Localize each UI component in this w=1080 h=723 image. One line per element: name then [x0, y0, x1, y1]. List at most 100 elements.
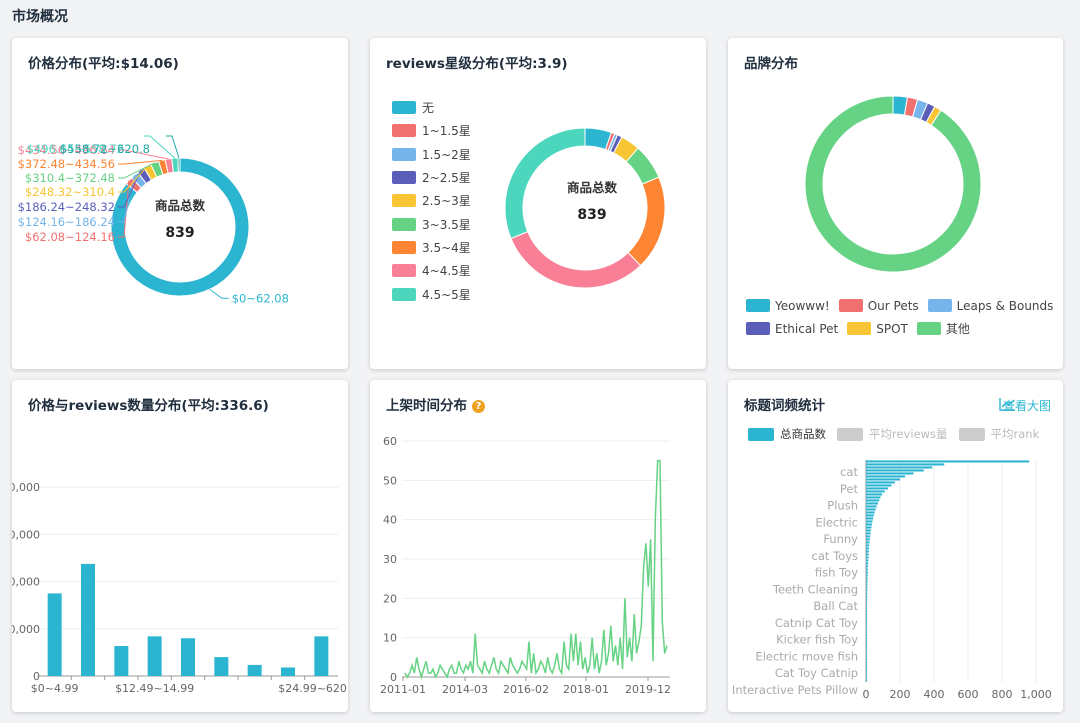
bar[interactable]	[866, 649, 867, 652]
bar[interactable]	[866, 562, 869, 565]
bar[interactable]	[866, 568, 868, 571]
bar[interactable]	[866, 571, 868, 574]
bar[interactable]	[866, 640, 867, 643]
rating-slice[interactable]	[510, 230, 642, 289]
price-donut-chart[interactable]: 商品总数 839 $0~62.08 $62.08~124.16$124.16~186.…	[12, 38, 348, 369]
bar[interactable]	[866, 658, 867, 661]
bar[interactable]	[866, 460, 1030, 463]
bar[interactable]	[81, 563, 95, 676]
bar[interactable]	[866, 466, 933, 469]
help-icon[interactable]: ?	[472, 400, 485, 413]
bar[interactable]	[866, 517, 874, 520]
launch-time-line-chart[interactable]: 0 10 20 30 40 50 60 2011-01 2014-03 2016-02 2018-0…	[370, 380, 706, 712]
rating-legend-item[interactable]: 2~2.5星	[392, 166, 471, 189]
bar[interactable]	[114, 646, 129, 676]
brand-slice[interactable]	[804, 95, 982, 273]
bar[interactable]	[866, 508, 876, 511]
rating-legend-item[interactable]: 4~4.5星	[392, 259, 471, 282]
view-large-link[interactable]: 查看大图	[999, 397, 1051, 414]
bar[interactable]	[866, 601, 868, 604]
bar[interactable]	[866, 622, 867, 625]
rating-legend-item[interactable]: 3.5~4星	[392, 236, 471, 259]
bar[interactable]	[866, 577, 868, 580]
bar[interactable]	[866, 610, 868, 613]
word-frequency-legend-item[interactable]: 平均reviews量	[837, 426, 948, 442]
bar[interactable]	[866, 613, 868, 616]
bar[interactable]	[866, 547, 870, 550]
bar[interactable]	[866, 631, 867, 634]
bar[interactable]	[866, 643, 867, 646]
rating-donut-chart[interactable]: 商品总数 839	[370, 38, 706, 369]
word-frequency-legend-item[interactable]: 平均rank	[958, 426, 1039, 442]
bar[interactable]	[866, 628, 867, 631]
bar[interactable]	[866, 661, 867, 664]
rating-slice[interactable]	[504, 127, 586, 240]
rating-legend-item[interactable]: 无	[392, 96, 471, 119]
bar[interactable]	[866, 583, 868, 586]
bar[interactable]	[314, 636, 329, 676]
bar[interactable]	[866, 634, 867, 637]
price-slice[interactable]	[177, 157, 181, 173]
bar[interactable]	[247, 664, 262, 676]
bar[interactable]	[866, 646, 867, 649]
bar[interactable]	[866, 652, 867, 655]
bar[interactable]	[866, 493, 883, 496]
bar[interactable]	[866, 505, 877, 508]
brand-donut-chart[interactable]	[728, 38, 1063, 369]
bar[interactable]	[866, 469, 924, 472]
bar[interactable]	[866, 514, 874, 517]
brand-legend-item[interactable]: Ethical Pet	[746, 322, 838, 336]
bar[interactable]	[866, 559, 869, 562]
bar[interactable]	[866, 475, 906, 478]
brand-legend-item[interactable]: 其他	[916, 320, 970, 337]
bar[interactable]	[866, 481, 895, 484]
bar[interactable]	[866, 472, 914, 475]
bar[interactable]	[866, 496, 881, 499]
price-slice[interactable]	[171, 157, 179, 173]
bar[interactable]	[147, 636, 162, 676]
bar[interactable]	[866, 544, 870, 547]
brand-legend-item[interactable]: Leaps & Bounds	[927, 299, 1053, 313]
bar[interactable]	[214, 657, 229, 676]
bar[interactable]	[866, 604, 868, 607]
bar[interactable]	[866, 538, 870, 541]
bar[interactable]	[181, 638, 195, 676]
word-frequency-legend-item[interactable]: 总商品数	[748, 426, 826, 442]
bar[interactable]	[866, 655, 867, 658]
bar[interactable]	[866, 553, 869, 556]
bar[interactable]	[866, 556, 869, 559]
bar[interactable]	[281, 667, 295, 676]
bar[interactable]	[866, 478, 900, 481]
brand-legend-item[interactable]: Our Pets	[838, 299, 919, 313]
brand-legend-item[interactable]: SPOT	[847, 322, 908, 336]
bar[interactable]	[866, 637, 867, 640]
bar[interactable]	[866, 535, 871, 538]
line-series[interactable]	[404, 459, 668, 680]
bar[interactable]	[866, 532, 871, 535]
word-frequency-bar-chart[interactable]: 0 200 400 600 800 1,000 cat Pet Plush Electric Fun…	[728, 380, 1063, 712]
bar[interactable]	[866, 616, 867, 619]
bar[interactable]	[866, 676, 867, 679]
bar[interactable]	[866, 592, 868, 595]
bar[interactable]	[866, 598, 868, 601]
bar[interactable]	[866, 520, 873, 523]
bar[interactable]	[866, 463, 945, 466]
rating-legend-item[interactable]: 1.5~2星	[392, 143, 471, 166]
bar[interactable]	[866, 574, 868, 577]
rating-legend-item[interactable]: 4.5~5星	[392, 282, 471, 305]
bar[interactable]	[866, 523, 872, 526]
bar[interactable]	[866, 667, 867, 670]
bar[interactable]	[866, 586, 868, 589]
bar[interactable]	[866, 595, 868, 598]
bar[interactable]	[866, 670, 867, 673]
bar[interactable]	[866, 499, 880, 502]
bar[interactable]	[866, 589, 868, 592]
bar[interactable]	[866, 619, 867, 622]
bar[interactable]	[866, 529, 871, 532]
bar[interactable]	[866, 580, 868, 583]
rating-legend-item[interactable]: 3~3.5星	[392, 212, 471, 235]
bar[interactable]	[866, 664, 867, 667]
bar[interactable]	[866, 487, 889, 490]
bar[interactable]	[866, 490, 885, 493]
bar[interactable]	[866, 502, 878, 505]
